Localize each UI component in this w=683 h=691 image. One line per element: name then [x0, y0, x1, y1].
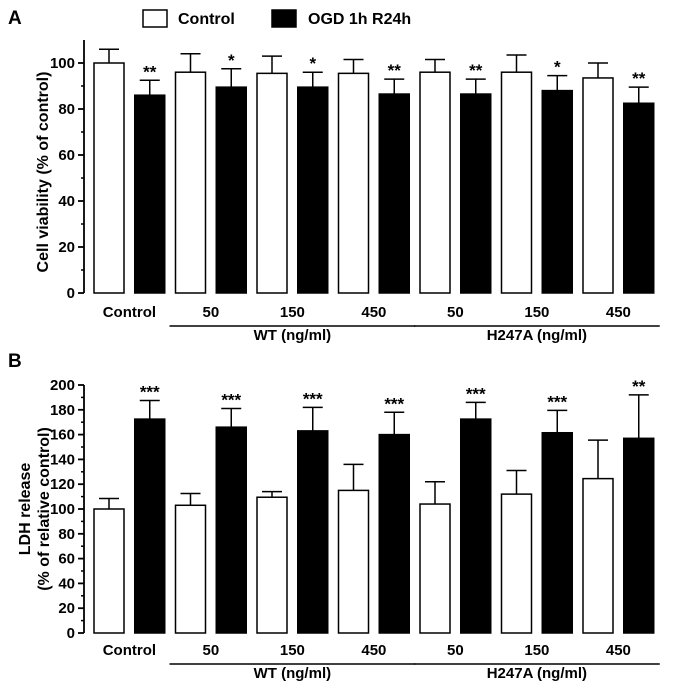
panel-a-category-label: 150 [524, 304, 549, 321]
panel-b-significance: *** [547, 392, 567, 411]
panel-b-y-tick-label: 140 [50, 451, 75, 468]
panel-b-bar-ogd [460, 418, 492, 634]
panel-a-bar-control [582, 77, 614, 294]
panel-b-significance: *** [140, 383, 160, 402]
panel-b-bar-control [337, 489, 370, 634]
panel-b-bar-control [500, 493, 533, 634]
panel-a-category-label: 450 [606, 304, 631, 321]
panel-b-y-tick-label: 100 [50, 501, 75, 518]
panel-b-bar-ogd [541, 431, 573, 634]
panel-a-bar-ogd [378, 93, 410, 294]
legend-swatch-ogd [271, 9, 297, 28]
panel-a-y-tick-label: 20 [58, 239, 75, 256]
panel-b-y-tick-label: 40 [58, 575, 75, 592]
panel-a-bar-ogd [297, 86, 329, 294]
panel-a-significance: ** [469, 61, 483, 80]
panel-a-significance: ** [143, 62, 157, 81]
panel-b-category-label: Control [103, 642, 156, 659]
panel-b-significance: *** [221, 391, 241, 410]
panel-b-chart: B 0 20 40 60 80 100 120 140 160 180 200 LDH release(… [8, 351, 660, 682]
panel-a-bar-ogd [541, 89, 573, 294]
panel-b-category-label: 150 [280, 642, 305, 659]
panel-b-y-tick-label: 0 [67, 625, 75, 642]
panel-a-significance: * [228, 51, 235, 70]
panel-b-y-tick-label: 120 [50, 476, 75, 493]
panel-b-significance: *** [384, 394, 404, 413]
legend: Control OGD 1h R24h [142, 9, 411, 28]
panel-a-y-label: Cell viability (% of control) [35, 72, 52, 273]
panel-b-bar-ogd [134, 418, 166, 634]
panel-a-bar-control [256, 72, 288, 294]
panel-a-bar-control [174, 71, 207, 294]
panel-b-y-label: LDH release (% of relative control) [17, 427, 53, 591]
panel-a-bar-control [500, 71, 533, 294]
panel-a-bar-control [93, 62, 125, 294]
panel-a-significance: ** [632, 69, 646, 88]
panel-b-significance: ** [632, 377, 646, 396]
panel-a-bar-ogd [215, 86, 247, 294]
legend-label-ogd: OGD 1h R24h [308, 11, 411, 28]
panel-b-bar-ogd [215, 426, 247, 634]
panel-a-group-label: WT (ng/ml) [254, 327, 331, 344]
panel-b-y-tick-label: 160 [50, 427, 75, 444]
legend-label-control: Control [178, 11, 235, 28]
panel-a-significance: ** [388, 61, 402, 80]
panel-a-bar-ogd [134, 94, 166, 294]
panel-a-category-label: 50 [447, 304, 464, 321]
panel-a-category-label: Control [103, 304, 156, 321]
panel-b-y-tick-label: 80 [58, 526, 75, 543]
panel-a-y-tick-label: 0 [67, 285, 75, 302]
panel-b-y-tick-label: 180 [50, 402, 75, 419]
panel-a-significance: * [309, 54, 316, 73]
panel-a-y-tick-label: 100 [50, 55, 75, 72]
panel-b-bar-control [419, 503, 451, 634]
panel-a-bar-ogd [623, 102, 655, 294]
panel-a-bar-control [337, 72, 370, 294]
panel-b-group-label: H247A (ng/ml) [487, 665, 587, 682]
panel-a-category-label: 450 [361, 304, 386, 321]
panel-b-category-label: 150 [524, 642, 549, 659]
panel-a-category-label: 150 [280, 304, 305, 321]
panel-b-bar-ogd [623, 437, 655, 634]
panel-b-y-tick-label: 60 [58, 551, 75, 568]
panel-b-category-label: 450 [361, 642, 386, 659]
panel-b-group-label: WT (ng/ml) [254, 665, 331, 682]
panel-b-category-label: 50 [203, 642, 220, 659]
panel-b-y-tick-label: 20 [58, 600, 75, 617]
panel-b-bar-control [93, 508, 125, 634]
legend-swatch-control [142, 9, 168, 28]
panel-b-y-tick-label: 200 [50, 377, 75, 394]
panel-a-category-label: 50 [203, 304, 220, 321]
panel-b-bar-control [582, 477, 614, 634]
panel-b-significance: *** [466, 384, 486, 403]
panel-b-y-label-line: (% of relative control) [36, 427, 53, 591]
panel-a-y-tick-label: 80 [58, 101, 75, 118]
panel-a-bar-control [419, 71, 451, 294]
panel-a-bar-ogd [460, 93, 492, 294]
panel-b-y-label-line: LDH release [17, 463, 34, 556]
panel-b-category-label: 50 [447, 642, 464, 659]
panel-b-bar-ogd [297, 430, 329, 634]
panel-b-bar-ogd [378, 433, 410, 634]
panel-b-bar-control [174, 504, 207, 634]
panel-a-y-tick-label: 40 [58, 193, 75, 210]
panel-b-letter: B [8, 351, 22, 372]
panel-a-y-tick-label: 60 [58, 147, 75, 164]
panel-b-category-label: 450 [606, 642, 631, 659]
panel-b-significance: *** [303, 389, 323, 408]
panel-a-letter: A [8, 8, 22, 29]
panel-a-significance: * [554, 58, 561, 77]
panel-a-group-label: H247A (ng/ml) [487, 327, 587, 344]
panel-b-bar-control [256, 496, 288, 634]
